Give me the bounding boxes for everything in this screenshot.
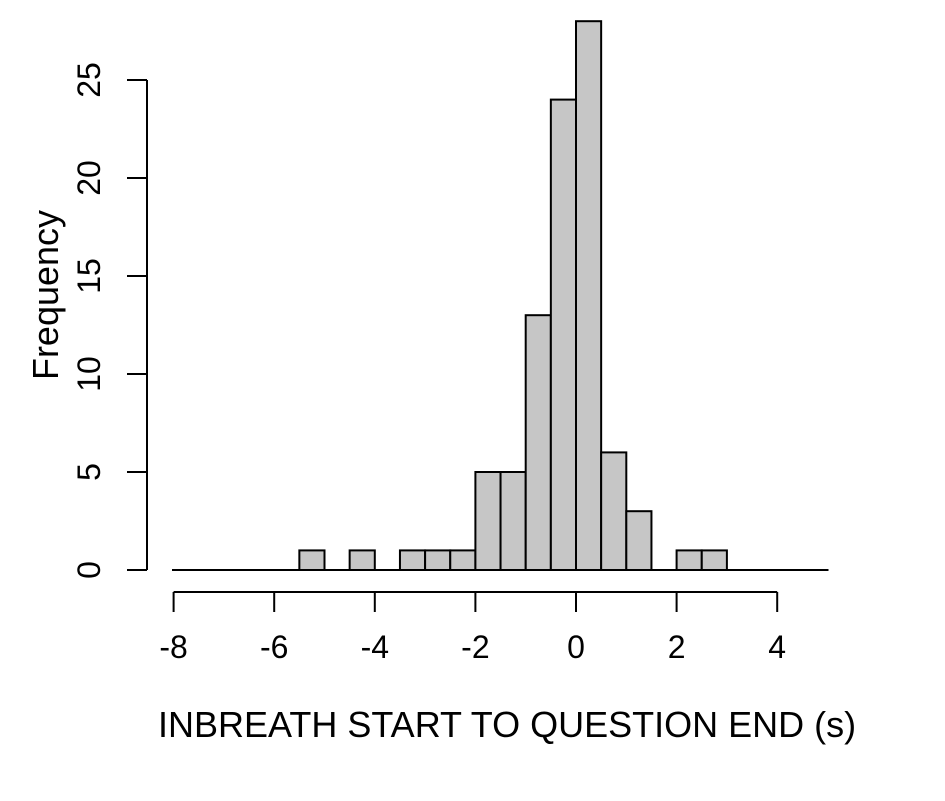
histogram-bar bbox=[700, 549, 728, 572]
x-axis-title: INBREATH START TO QUESTION END (s) bbox=[158, 704, 857, 745]
histogram-bar bbox=[449, 549, 477, 572]
histogram-bar bbox=[675, 549, 703, 572]
x-tick-label: -4 bbox=[361, 629, 389, 665]
histogram-bar bbox=[424, 549, 452, 572]
histogram-bar bbox=[348, 549, 376, 572]
x-tick-label: -6 bbox=[260, 629, 288, 665]
x-tick-label: -2 bbox=[461, 629, 489, 665]
x-tick-label: -8 bbox=[159, 629, 187, 665]
y-tick-label: 0 bbox=[71, 561, 107, 579]
histogram-bar bbox=[298, 549, 326, 572]
histogram-bar bbox=[600, 451, 628, 571]
y-tick-label: 25 bbox=[71, 62, 107, 98]
histogram-bar bbox=[524, 314, 552, 572]
y-tick-label: 10 bbox=[71, 356, 107, 392]
y-axis-title: Frequency bbox=[25, 209, 66, 381]
y-tick-label: 5 bbox=[71, 463, 107, 481]
x-tick-label: 0 bbox=[567, 629, 585, 665]
histogram-bar bbox=[625, 510, 653, 572]
histogram-bar bbox=[398, 549, 427, 572]
histogram-bar bbox=[575, 20, 603, 571]
x-tick-label: 4 bbox=[768, 629, 786, 665]
y-tick-label: 20 bbox=[71, 160, 107, 196]
y-tick-label: 15 bbox=[71, 258, 107, 294]
histogram-bar bbox=[549, 98, 577, 571]
histogram-bar bbox=[474, 471, 502, 571]
x-tick-label: 2 bbox=[668, 629, 686, 665]
histogram-bar bbox=[499, 471, 527, 571]
